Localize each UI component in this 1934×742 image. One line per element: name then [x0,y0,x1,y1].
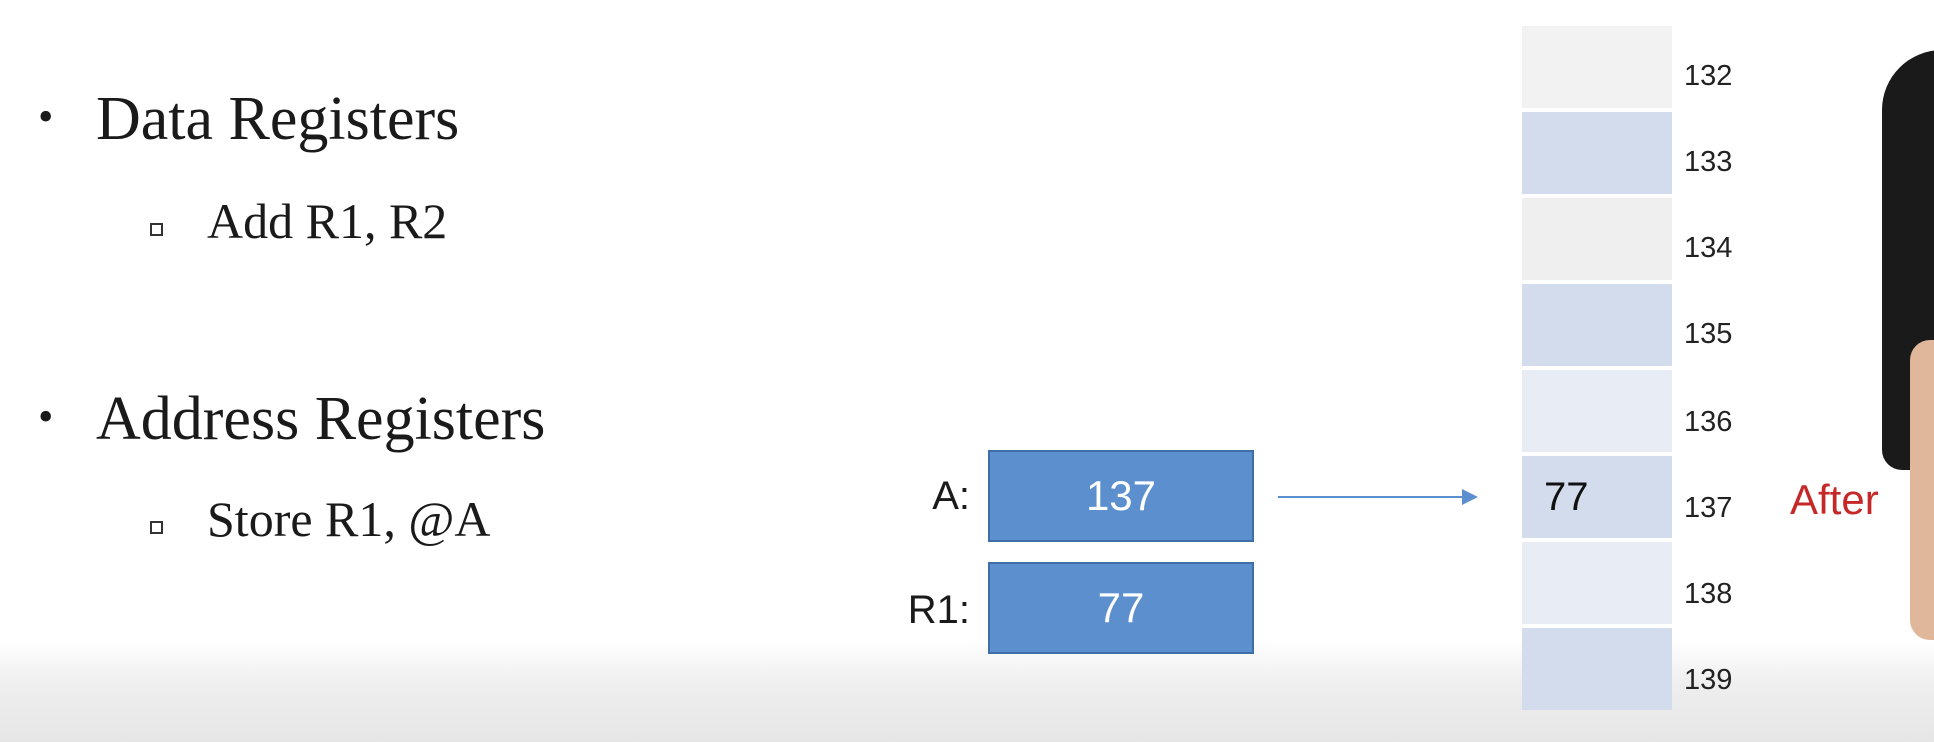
arrow-head-icon [1462,489,1478,505]
register-a-label: A: [932,474,970,518]
square-bullet-icon [150,521,163,534]
memory-address: 137 [1684,492,1733,524]
bullet-dot: • [38,92,54,141]
sub-bullet-add: Add R1, R2 [150,196,447,246]
memory-cell: 77 [1522,456,1672,538]
bullet-dot: • [38,392,54,441]
memory-cell [1522,112,1672,194]
memory-address: 134 [1684,232,1733,264]
register-a-box: 137 [988,450,1254,542]
memory-cell [1522,284,1672,366]
memory-cell [1522,628,1672,710]
sub-bullet-store: Store R1, @A [150,494,491,544]
sub-bullet-text: Add R1, R2 [207,193,448,249]
bullet-data-registers: • Data Registers [38,88,459,150]
bullet-text: Address Registers [96,385,546,453]
memory-cell [1522,542,1672,624]
register-r1-box: 77 [988,562,1254,654]
memory-address: 135 [1684,318,1733,350]
memory-address: 132 [1684,60,1733,92]
memory-cell [1522,370,1672,452]
bullet-text: Data Registers [96,85,460,153]
state-label: After [1790,476,1879,523]
memory-cell [1522,26,1672,108]
register-r1-label: R1: [907,588,970,632]
sub-bullet-text: Store R1, @A [207,491,491,547]
presenter-arm [1910,340,1934,640]
memory-address: 136 [1684,406,1733,438]
memory-address: 133 [1684,146,1733,178]
memory-address: 139 [1684,664,1733,696]
bullet-address-registers: • Address Registers [38,388,545,450]
memory-cell [1522,198,1672,280]
square-bullet-icon [150,223,163,236]
memory-address: 138 [1684,578,1733,610]
